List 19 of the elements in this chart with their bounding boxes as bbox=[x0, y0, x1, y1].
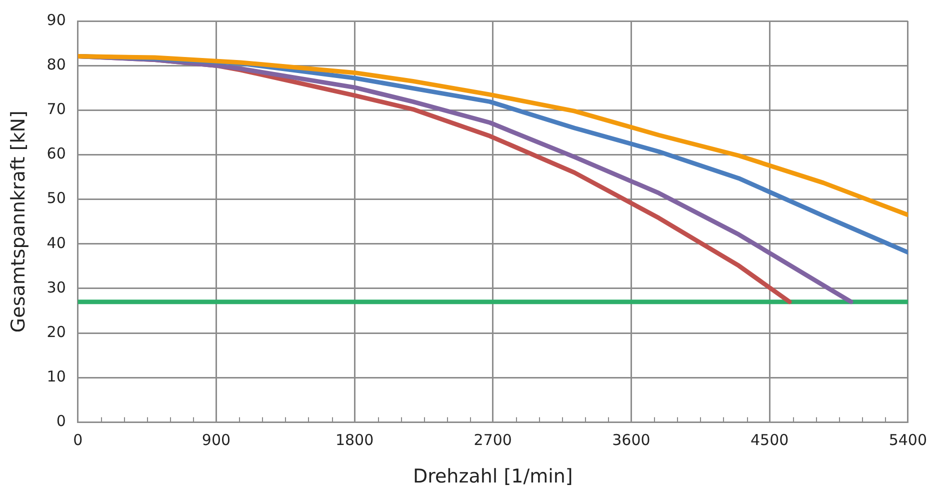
y-tick-label: 30 bbox=[46, 278, 66, 296]
x-tick-label: 3600 bbox=[612, 431, 650, 450]
y-axis-title: Gesamtspannkraft [kN] bbox=[7, 110, 30, 333]
x-tick-label: 1800 bbox=[335, 431, 374, 450]
y-tick-label: 10 bbox=[46, 368, 66, 386]
y-tick-label: 50 bbox=[46, 189, 66, 208]
y-tick-label: 40 bbox=[46, 234, 66, 252]
x-tick-label: 900 bbox=[202, 431, 231, 450]
x-tick-label: 5400 bbox=[888, 431, 928, 450]
y-tick-label: 0 bbox=[56, 412, 66, 430]
x-tick-label: 2700 bbox=[474, 431, 512, 450]
x-tick-label: 0 bbox=[73, 431, 83, 450]
y-tick-label: 70 bbox=[46, 100, 66, 118]
y-tick-label: 90 bbox=[46, 10, 66, 29]
y-tick-label: 60 bbox=[46, 144, 66, 163]
y-tick-label: 80 bbox=[46, 55, 66, 74]
x-tick-label: 4500 bbox=[750, 431, 789, 450]
y-tick-label: 20 bbox=[46, 322, 66, 341]
x-axis-title: Drehzahl [1/min] bbox=[412, 466, 573, 488]
